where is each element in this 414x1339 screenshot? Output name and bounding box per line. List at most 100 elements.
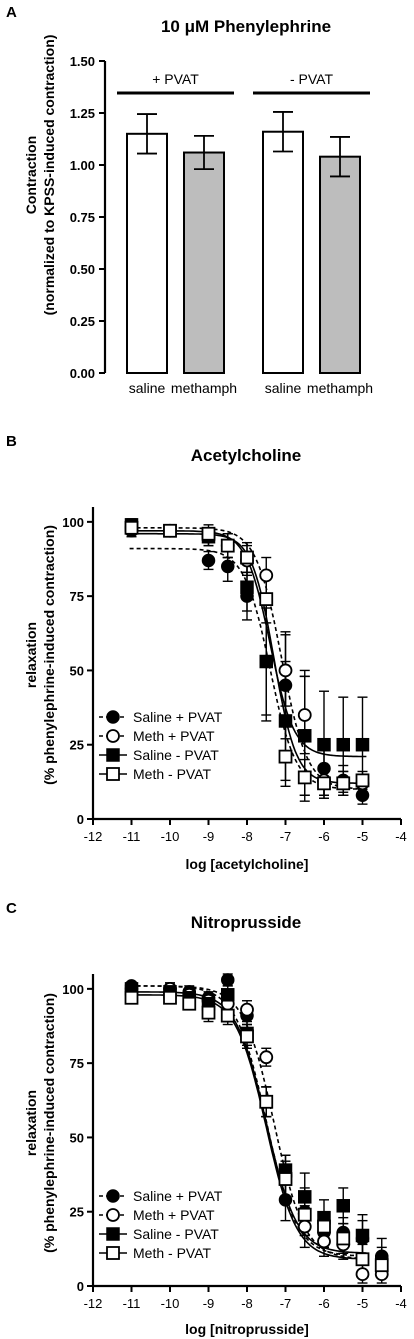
data-point <box>163 990 177 1005</box>
data-point <box>221 988 235 1002</box>
data-point <box>163 523 177 538</box>
y-axis-label-line2: (% phenylephrine-induced contraction) <box>41 993 57 1253</box>
data-point <box>336 1199 350 1213</box>
data-point <box>298 1190 312 1204</box>
y-tick-label: 25 <box>70 1205 84 1220</box>
y-axis-label: Contraction (normalized to KPSS-induced … <box>23 35 57 316</box>
x-tick-label: -7 <box>280 829 292 844</box>
data-point <box>106 1189 120 1203</box>
legend-label: Saline + PVAT <box>133 1188 223 1204</box>
x-tick-label: -5 <box>357 829 369 844</box>
y-axis-label-line1: relaxation <box>23 1090 39 1156</box>
data-point <box>374 1258 389 1273</box>
data-point <box>106 1246 120 1260</box>
y-tick-label: 0 <box>77 812 84 827</box>
x-axis-label: log [acetylcholine] <box>186 856 309 872</box>
dose-response-plot: 0 25 50 75 100 -12 -11 -10 -9 -8 -7 -6 -5 -4 Saline + … <box>62 507 407 844</box>
y-tick-label: 1.50 <box>70 54 95 69</box>
panel-letter-a: A <box>6 4 17 21</box>
data-point <box>317 1234 331 1249</box>
data-point <box>221 973 235 987</box>
data-point <box>278 1193 293 1207</box>
data-point <box>259 1094 274 1109</box>
x-tick-label: -11 <box>123 1296 141 1311</box>
data-point <box>124 520 139 535</box>
data-point <box>259 654 273 669</box>
x-tick-label: -8 <box>241 829 253 844</box>
fit-curve <box>129 532 367 785</box>
bar <box>183 151 225 374</box>
data-point <box>106 729 120 743</box>
chart-title: Nitroprusside <box>191 913 302 932</box>
y-tick-label: 75 <box>70 1056 84 1071</box>
data-point <box>336 776 351 791</box>
legend-label: Meth - PVAT <box>133 766 212 782</box>
y-tick-label: 1.00 <box>70 158 95 173</box>
y-axis-label-line1: relaxation <box>23 622 39 688</box>
data-point <box>201 1005 216 1020</box>
x-category-label: saline <box>129 380 166 396</box>
dose-response-plot: 0 25 50 75 100 -12 -11 -10 -9 -8 -7 -6 -5 -4 Saline + … <box>62 973 407 1311</box>
legend-label: Saline - PVAT <box>133 747 219 763</box>
chart-title: 10 μM Phenylephrine <box>161 17 331 36</box>
panel-letter-b: B <box>6 433 17 450</box>
bar <box>262 130 304 374</box>
x-tick-label: -12 <box>84 1296 103 1311</box>
group-label: - PVAT <box>290 71 333 87</box>
data-point <box>240 1029 254 1044</box>
y-axis-label-line1: Contraction <box>23 136 39 215</box>
legend: Saline + PVAT Meth + PVAT Saline - PVAT Met… <box>99 709 223 782</box>
x-category-label: methamph <box>171 380 237 396</box>
legend-label: Saline - PVAT <box>133 1226 219 1242</box>
y-tick-label: 75 <box>70 589 84 604</box>
x-tick-label: -4 <box>395 829 407 844</box>
data-point <box>220 538 235 553</box>
x-tick-label: -9 <box>203 1296 215 1311</box>
data-point <box>297 770 312 785</box>
y-tick-label: 50 <box>70 663 84 678</box>
bar <box>126 132 168 374</box>
y-tick-label: 100 <box>62 982 84 997</box>
data-point <box>240 580 254 594</box>
data-point <box>278 714 293 728</box>
x-axis-label: log [nitroprusside] <box>185 1321 309 1337</box>
bar-plot-area: 0.00 0.25 0.50 0.75 1.00 1.25 1.50 saline metham… <box>70 54 373 396</box>
legend-label: Meth - PVAT <box>133 1245 212 1261</box>
data-point <box>106 1227 120 1241</box>
y-tick-label: 0 <box>77 1279 84 1294</box>
bar <box>319 155 361 374</box>
data-point <box>297 708 312 722</box>
data-point <box>355 1228 370 1243</box>
data-point <box>201 526 216 541</box>
x-tick-label: -12 <box>84 829 103 844</box>
legend: Saline + PVAT Meth + PVAT Saline - PVAT Met… <box>99 1188 223 1261</box>
y-axis-label-line2: (% phenylephrine-induced contraction) <box>41 525 57 785</box>
chart-title: Acetylcholine <box>191 446 302 465</box>
data-point <box>298 729 312 743</box>
x-tick-label: -11 <box>123 829 141 844</box>
data-point <box>355 1252 370 1267</box>
x-tick-label: -6 <box>318 1296 330 1311</box>
data-point <box>259 1050 274 1065</box>
y-tick-label: 100 <box>62 515 84 530</box>
x-category-label: saline <box>265 380 302 396</box>
data-point <box>201 553 216 568</box>
y-tick-label: 0.25 <box>70 314 95 329</box>
x-category-label: methamph <box>307 380 373 396</box>
x-tick-label: -4 <box>395 1296 407 1311</box>
data-point <box>240 550 254 565</box>
data-point <box>297 1207 312 1222</box>
x-tick-label: -6 <box>318 829 330 844</box>
panel-letter-c: C <box>6 900 17 917</box>
legend-label: Meth + PVAT <box>133 728 215 744</box>
data-point <box>220 1008 235 1023</box>
data-point <box>355 788 370 802</box>
panel-c: C Nitroprusside relaxation (% phenylephr… <box>6 900 407 1337</box>
legend-label: Saline + PVAT <box>133 709 223 725</box>
x-tick-label: -10 <box>161 1296 180 1311</box>
y-tick-label: 1.25 <box>70 106 95 121</box>
data-point <box>240 1002 254 1017</box>
x-tick-label: -10 <box>161 829 180 844</box>
panel-a: A 10 μM Phenylephrine Contraction (norma… <box>6 4 373 396</box>
